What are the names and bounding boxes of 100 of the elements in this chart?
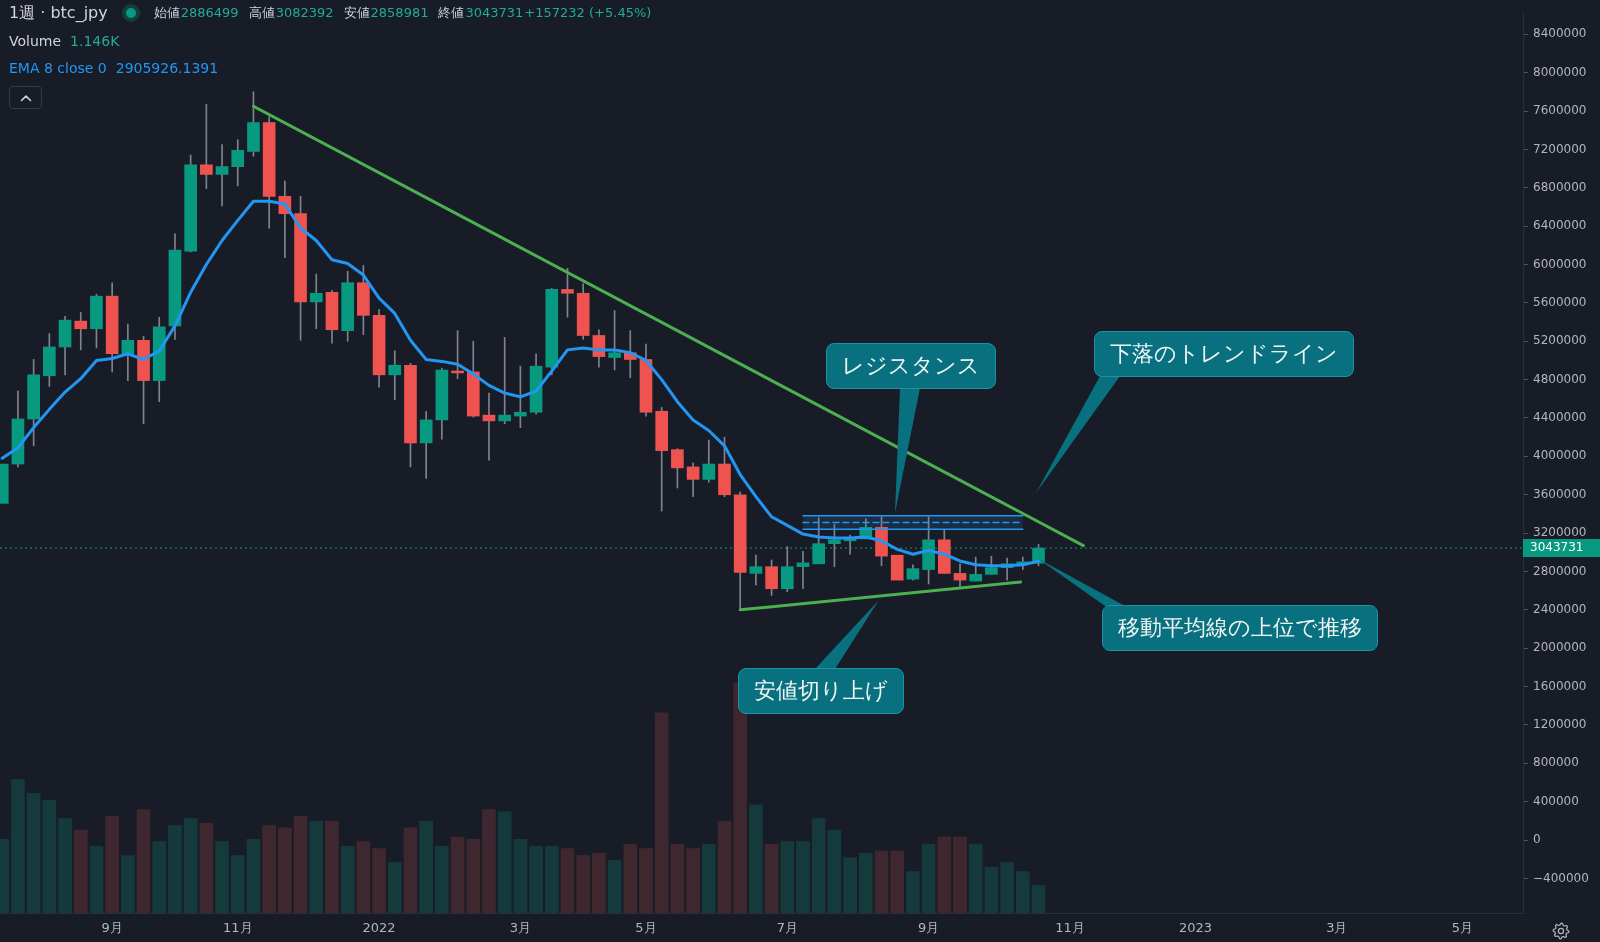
bar (309, 820, 324, 913)
y-tick-label: 8000000 (1533, 64, 1587, 79)
annotation: 安値 (343, 4, 370, 22)
bar (183, 818, 198, 913)
y-tick-label: 4400000 (1533, 410, 1587, 425)
y-tick-label: 7200000 (1533, 141, 1587, 156)
bar (1031, 885, 1046, 913)
bar (230, 855, 245, 913)
annotation: 終値 (438, 4, 465, 22)
bar (701, 843, 716, 913)
candlestick (309, 273, 323, 330)
bar (293, 816, 308, 913)
bar (168, 825, 182, 913)
bar (560, 848, 575, 913)
annotation: 2905926.1391 (115, 59, 219, 78)
candlestick (74, 312, 88, 351)
bar (152, 841, 167, 913)
y-tick-label: 0 (1533, 832, 1541, 847)
annotation: 3043731 (465, 4, 524, 22)
bar (278, 827, 292, 913)
y-tick-label: 5200000 (1533, 333, 1587, 348)
bar (372, 848, 386, 913)
bar (670, 843, 685, 913)
bar (717, 820, 732, 913)
bar (199, 822, 214, 913)
annotation: 移動平均線の上位で推移 (1102, 605, 1378, 651)
bar (764, 843, 779, 913)
bar (105, 816, 119, 913)
bar (749, 804, 763, 913)
y-tick-label: 3200000 (1533, 525, 1587, 540)
bar (843, 857, 857, 913)
bar (733, 682, 748, 913)
x-tick-label: 5月 (635, 920, 657, 936)
y-tick-label: 6000000 (1533, 256, 1587, 271)
x-tick-label: 9月 (917, 920, 940, 936)
text: Volume (9, 32, 62, 51)
y-tick-label: 1600000 (1533, 678, 1587, 693)
bar (686, 848, 700, 913)
bar (42, 799, 57, 913)
bar (576, 855, 591, 913)
x-tick-label: 2023 (1178, 920, 1213, 936)
y-tick-label: 400000 (1533, 793, 1579, 808)
bar (654, 712, 669, 913)
y-tick-label: 3600000 (1533, 486, 1587, 501)
y-tick-label: 4800000 (1533, 371, 1587, 386)
bar (1000, 862, 1014, 913)
bar (26, 793, 41, 913)
text: EMA 8 close 0 (9, 59, 107, 78)
bar (497, 811, 512, 913)
bar (356, 841, 371, 913)
bar (136, 809, 151, 913)
bar (780, 841, 795, 913)
candlestick (890, 554, 904, 581)
candlestick (498, 337, 512, 425)
y-tick-label: 7600000 (1533, 103, 1587, 118)
bar (513, 839, 528, 913)
y-tick-label: 5600000 (1533, 295, 1587, 309)
bar (121, 855, 135, 913)
bar (592, 852, 606, 913)
x-tick-label: 7月 (776, 920, 798, 936)
x-tick-label: 3月 (1326, 920, 1348, 936)
x-tick-label: 5月 (1451, 920, 1474, 936)
bar (482, 809, 496, 913)
chart-title: 1週 · btc_jpy (9, 3, 108, 23)
bar (215, 841, 229, 913)
annotation: 3082392 (275, 4, 334, 22)
bar (921, 843, 936, 913)
bar (858, 852, 873, 913)
annotation: 下落のトレンドライン (1094, 331, 1354, 377)
y-tick-label: 6800000 (1533, 179, 1587, 194)
annotation: 安値切り上げ (738, 668, 904, 714)
bar (639, 848, 653, 913)
bar (874, 850, 889, 913)
bar (937, 836, 952, 913)
y-tick-label: 800000 (1533, 755, 1579, 770)
bar (262, 825, 276, 913)
y-tick-label: 2000000 (1533, 640, 1587, 655)
bar (403, 827, 418, 913)
bar (953, 836, 967, 913)
bar (890, 850, 905, 913)
annotation: 2858981 (370, 4, 429, 22)
bar (325, 820, 339, 913)
bar (387, 862, 402, 913)
bar (466, 839, 481, 913)
bar (796, 841, 810, 913)
bar (623, 843, 638, 913)
x-tick-label: 3月 (509, 920, 532, 936)
bar (89, 845, 104, 913)
bar (246, 839, 261, 913)
bar (529, 845, 543, 913)
annotation: 1.146K (70, 32, 120, 51)
bar (906, 871, 920, 913)
ref-line-label: 3043731 (1530, 540, 1584, 555)
annotation: 高値 (248, 4, 275, 22)
x-tick-label: 11月 (1055, 920, 1085, 936)
bar (811, 818, 826, 913)
y-tick-label: −400000 (1533, 870, 1589, 885)
x-tick-label: 11月 (222, 920, 253, 936)
candlestick (215, 144, 229, 207)
bar (340, 845, 355, 913)
